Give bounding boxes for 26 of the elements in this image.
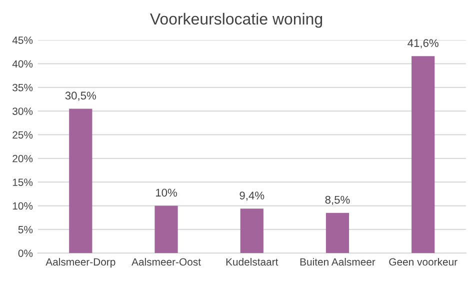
x-tick-label: Aalsmeer-Oost [132, 258, 201, 266]
y-tick-label: 35% [12, 84, 33, 92]
bar [412, 56, 435, 254]
bar [69, 108, 92, 254]
data-label: 30,5% [65, 92, 96, 101]
chart-title: Voorkeurslocatie woning [150, 12, 322, 28]
data-label: 8,5% [325, 196, 350, 206]
y-tick-label: 30% [12, 108, 33, 115]
y-tick-label: 20% [12, 154, 33, 162]
data-label: 41,6% [408, 39, 438, 48]
y-tick-label: 40% [12, 60, 33, 68]
y-tick-label: 25% [12, 131, 33, 139]
y-tick-label: 5% [18, 226, 33, 234]
bar [326, 212, 350, 254]
x-tick-label: Geen voorkeur [389, 258, 458, 266]
bar [154, 206, 178, 254]
data-label: 10% [156, 188, 177, 197]
y-tick-label: 10% [12, 202, 33, 210]
y-tick-label: 45% [12, 36, 33, 44]
y-tick-label: 15% [12, 178, 33, 186]
x-tick-label: Kudelstaart [226, 258, 278, 266]
x-tick-label: Aalsmeer-Dorp [46, 258, 116, 268]
x-tick-label: Buiten Aalsmeer [300, 258, 376, 266]
bar [240, 208, 264, 254]
data-label: 9,4% [240, 192, 264, 201]
y-tick-label: 0% [18, 250, 33, 257]
